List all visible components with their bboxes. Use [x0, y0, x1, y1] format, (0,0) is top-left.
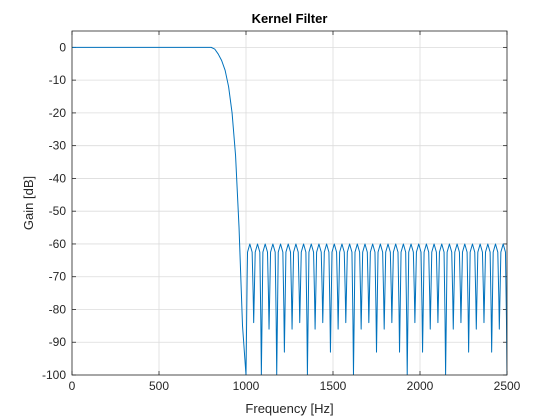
plot-frame — [71, 30, 508, 376]
y-tick-label: -70 — [49, 270, 67, 284]
y-tick-label: -60 — [49, 237, 67, 251]
y-tick-label: -80 — [49, 302, 67, 316]
x-axis-label: Frequency [Hz] — [245, 401, 333, 416]
tick-labels: 0 500 1000 1500 2000 2500 0 -10 -20 -30 -40 -50 -60 -… — [42, 40, 521, 393]
x-tick-label: 2500 — [494, 379, 521, 393]
y-tick-label: 0 — [59, 40, 66, 54]
series-group — [72, 46, 507, 375]
y-tick-label: -90 — [49, 335, 67, 349]
series-line — [72, 46, 507, 375]
x-tick-label: 2000 — [407, 379, 434, 393]
x-tick-label: 1000 — [233, 379, 260, 393]
y-tick-label: -50 — [49, 204, 67, 218]
x-tick-label: 1500 — [320, 379, 347, 393]
y-tick-label: -20 — [49, 106, 67, 120]
chart-title: Kernel Filter — [252, 11, 328, 26]
y-axis-label: Gain [dB] — [21, 176, 36, 230]
y-tick-label: -30 — [49, 139, 67, 153]
x-tick-label: 500 — [149, 379, 169, 393]
y-tick-label: -10 — [49, 73, 67, 87]
x-tick-label: 0 — [69, 379, 76, 393]
y-tick-label: -40 — [49, 171, 67, 185]
plot-area — [72, 31, 507, 375]
y-tick-label: -100 — [42, 368, 66, 382]
